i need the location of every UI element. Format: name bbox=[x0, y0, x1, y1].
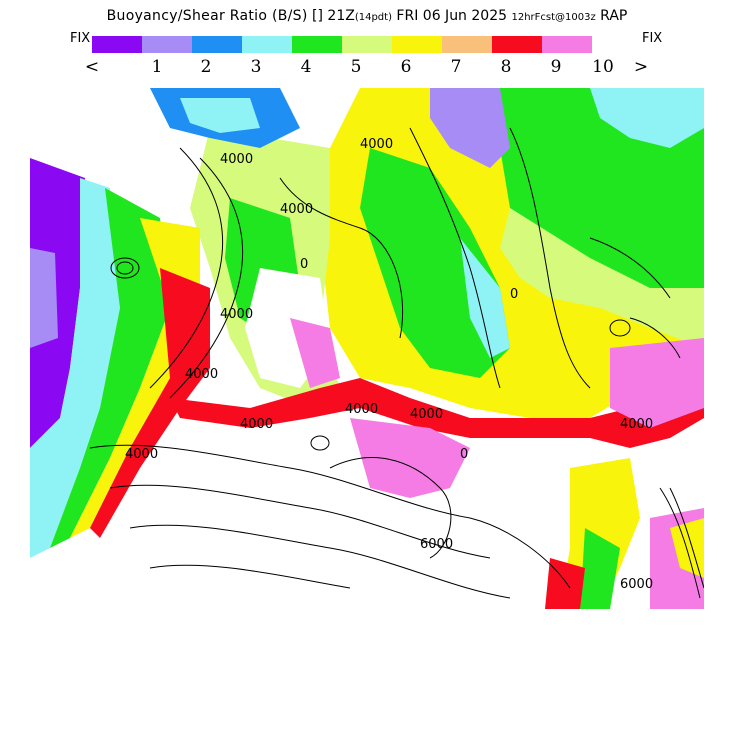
legend-greater-symbol: > bbox=[633, 57, 649, 77]
legend-swatch-2 bbox=[192, 36, 242, 53]
contour-label: 4000 bbox=[360, 137, 393, 152]
map-svg: 4000 4000 4000 4000 4000 4000 4000 4000 … bbox=[30, 88, 704, 609]
contour-line bbox=[659, 487, 701, 599]
contour-label: 4000 bbox=[220, 307, 253, 322]
contour-line bbox=[149, 147, 224, 389]
fill-cyan-ne bbox=[590, 88, 704, 148]
fill-red-boundary bbox=[170, 358, 704, 448]
fill-lavender-coast bbox=[30, 248, 58, 348]
contour-label: 4000 bbox=[280, 202, 313, 217]
legend-tick-label: 6 bbox=[400, 57, 412, 77]
contour-closed bbox=[116, 261, 134, 275]
contour-label: 4000 bbox=[185, 367, 218, 382]
legend-swatch-1 bbox=[142, 36, 192, 53]
contour-line bbox=[169, 157, 244, 399]
contour-label: 4000 bbox=[125, 447, 158, 462]
legend-tick-label: 5 bbox=[350, 57, 362, 77]
fill-purple-coast bbox=[30, 158, 85, 448]
contour-label: 4000 bbox=[220, 152, 253, 167]
contour-label: 0 bbox=[460, 447, 468, 462]
fill-green-coastal bbox=[50, 188, 170, 548]
contour-label: 4000 bbox=[345, 402, 378, 417]
contour-label: 4000 bbox=[240, 417, 273, 432]
legend-swatch-3 bbox=[242, 36, 292, 53]
legend-fix-left: FIX bbox=[70, 31, 91, 46]
title-time: [] 21Z bbox=[307, 8, 355, 24]
title-parameter: Buoyancy/Shear Ratio (B/S) bbox=[106, 8, 308, 24]
legend-fix-right: FIX bbox=[642, 31, 663, 46]
contour-line bbox=[589, 237, 671, 299]
legend-tick-row: < 1 2 3 4 5 6 7 8 9 10 > bbox=[0, 57, 734, 77]
title-local-time: (14pdt) bbox=[354, 12, 392, 23]
contour-line bbox=[629, 317, 681, 359]
contour-line bbox=[149, 564, 351, 589]
contour-line bbox=[89, 444, 571, 589]
title-date: FRI 06 Jun 2025 bbox=[391, 8, 512, 24]
chart-title: Buoyancy/Shear Ratio (B/S) [] 21Z(14pdt)… bbox=[0, 8, 734, 24]
legend-swatch-7 bbox=[442, 36, 492, 53]
contour-line bbox=[409, 127, 501, 389]
legend-swatch-4 bbox=[292, 36, 342, 53]
contour-line bbox=[109, 484, 491, 559]
legend-tick-label: 1 bbox=[151, 57, 163, 77]
legend-swatch-0 bbox=[92, 36, 142, 53]
legend-tick-label: 8 bbox=[500, 57, 512, 77]
contour-lines bbox=[89, 127, 704, 599]
fill-pink-east bbox=[610, 338, 704, 428]
legend-tick-label: 7 bbox=[450, 57, 462, 77]
fill-cyan-cascades bbox=[460, 238, 510, 358]
legend-tick-label: 4 bbox=[300, 57, 312, 77]
fill-lime-ne bbox=[500, 208, 704, 348]
legend-swatch-8 bbox=[492, 36, 542, 53]
legend-swatch-6 bbox=[392, 36, 442, 53]
contour-label: 0 bbox=[300, 257, 308, 272]
contour-line bbox=[129, 524, 511, 599]
legend-tick-label: 9 bbox=[550, 57, 562, 77]
contour-label: 6000 bbox=[420, 537, 453, 552]
title-forecast-info: 12hrFcst@1003z bbox=[511, 12, 596, 23]
fill-green-se bbox=[580, 528, 620, 609]
fill-red-coastal bbox=[90, 268, 210, 538]
fill-lavender-north bbox=[430, 88, 510, 168]
legend-swatch-5 bbox=[342, 36, 392, 53]
legend-tick-label: 2 bbox=[200, 57, 212, 77]
contour-line bbox=[509, 127, 591, 389]
contour-closed bbox=[110, 257, 140, 279]
fill-pink-middle bbox=[350, 418, 470, 498]
contour-line bbox=[329, 457, 452, 559]
contour-label: 4000 bbox=[620, 417, 653, 432]
fill-cyan-north bbox=[180, 98, 260, 133]
title-model: RAP bbox=[595, 8, 628, 24]
contour-label: 4000 bbox=[410, 407, 443, 422]
legend-tick-label: 3 bbox=[250, 57, 262, 77]
fill-cyan-coastal bbox=[30, 178, 120, 558]
contour-label: 6000 bbox=[620, 577, 653, 592]
legend-swatch-9 bbox=[542, 36, 592, 53]
forecast-map: 4000 4000 4000 4000 4000 4000 4000 4000 … bbox=[30, 88, 704, 609]
contour-closed bbox=[310, 435, 330, 451]
legend-less-symbol: < bbox=[84, 57, 100, 77]
contour-label: 0 bbox=[510, 287, 518, 302]
contour-closed bbox=[609, 319, 631, 337]
contour-line bbox=[669, 487, 704, 589]
contour-label-group: 4000 4000 4000 4000 4000 4000 4000 4000 … bbox=[125, 137, 653, 592]
contour-line bbox=[279, 177, 404, 339]
fill-red-se bbox=[545, 558, 585, 609]
legend-tick-label: 10 bbox=[592, 57, 614, 77]
color-legend bbox=[92, 36, 592, 54]
fill-pink-central bbox=[290, 318, 340, 388]
